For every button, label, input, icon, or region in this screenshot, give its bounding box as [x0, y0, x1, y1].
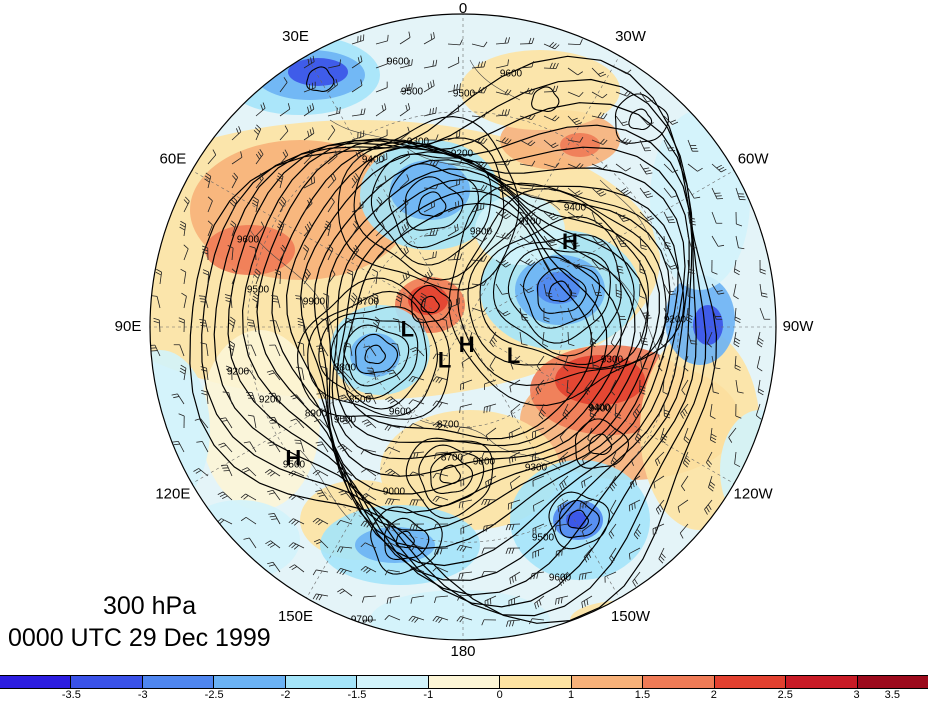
wind-barbs: [150, 31, 771, 627]
high-center-label: H: [285, 445, 301, 470]
contour-label: 8700: [357, 297, 380, 308]
contour-label: 8900: [305, 409, 328, 420]
colorbar-cell: [357, 676, 429, 688]
colorbar-cell: [643, 676, 715, 688]
contour-label: 8700: [441, 453, 464, 464]
contour-label: 9000: [334, 415, 357, 426]
contour-label: 8800: [334, 363, 357, 374]
longitude-label: 150E: [278, 608, 313, 625]
longitude-label: 90W: [783, 318, 815, 335]
low-center-label: L: [507, 343, 520, 368]
colorbar-tick-label: 0: [496, 689, 503, 701]
contour-label: 9500: [247, 285, 270, 296]
colorbar-tick-label: 2.5: [777, 689, 793, 701]
longitude-label: 120W: [734, 485, 774, 502]
contour-label: 9700: [351, 615, 374, 626]
colorbar-cell: [786, 676, 858, 688]
colorbar-cell: [500, 676, 572, 688]
colorbar-tick-label: 1: [568, 689, 575, 701]
contour-label: 9600: [549, 573, 572, 584]
colorbar-cell: [571, 676, 644, 688]
colorbar-cell: [714, 676, 787, 688]
longitude-label: 90E: [115, 318, 142, 335]
colorbar-tick-label: -1: [423, 689, 434, 701]
longitude-label: 30W: [615, 28, 647, 45]
colorbar-cell: [214, 676, 286, 688]
colorbar-cell: [71, 676, 143, 688]
colorbar-tick-label: -3: [137, 689, 148, 701]
anomaly-shading: [150, 35, 776, 640]
colorbar-cell: [0, 676, 72, 688]
contour-label: 9300: [525, 463, 548, 474]
longitude-label: 0: [459, 0, 467, 17]
colorbar-tick-label: -2: [280, 689, 291, 701]
contour-label: 9400: [588, 403, 611, 414]
contour-label: 9600: [387, 57, 410, 68]
low-center-label: L: [438, 347, 451, 372]
colorbar-cell: [142, 676, 215, 688]
time-label: 0000 UTC 29 Dec 1999: [8, 624, 271, 652]
longitude-label: 120E: [155, 485, 190, 502]
longitude-labels: 0 30W 60W 90W 120W 150W 180 150E 120E 90E 60E 30E: [115, 0, 815, 660]
colorbar-cell: [285, 676, 358, 688]
contour-label: 9200: [451, 149, 474, 160]
colorbar-tick-label: 3.5: [884, 689, 900, 701]
longitude-label: 60W: [738, 150, 770, 167]
colorbar-ticks: -3.5 -3 -2.5 -2 -1.5 -1 0 1 1.5 2 2.5 3 3.5: [0, 689, 928, 702]
contour-label: 8700: [437, 420, 460, 431]
contour-label: 9300: [601, 355, 624, 366]
contour-label: 9400: [589, 404, 612, 415]
height-contours: [189, 55, 718, 624]
contour-label: 9800: [473, 457, 496, 468]
colorbar-tick-label: -3.5: [61, 689, 81, 701]
longitude-label: 30E: [282, 28, 309, 45]
contour-label: 9500: [532, 533, 555, 544]
contour-label: 9500: [283, 460, 306, 471]
high-center-label: H: [459, 332, 475, 357]
contour-label: 9200: [664, 315, 687, 326]
contour-label: 9200: [227, 367, 250, 378]
colorbar: [0, 675, 928, 689]
contour-label: 9300: [407, 137, 430, 148]
low-center-label: L: [401, 317, 414, 342]
high-center-label: H: [562, 229, 578, 254]
level-label: 300 hPa: [103, 592, 197, 620]
longitude-label: 150W: [611, 608, 651, 625]
map-disk: 9600 9500 9500 9600 9300 9200 9400 9400 9100 9600…: [150, 14, 776, 640]
colorbar-tick-label: 3: [853, 689, 860, 701]
contour-labels: 9600 9500 9500 9600 9300 9200 9400 9400 9100 9600…: [227, 57, 687, 626]
contour-label: 9900: [303, 297, 326, 308]
contour-label: 9100: [519, 217, 542, 228]
contour-label: 9500: [401, 87, 424, 98]
contour-label: 9000: [383, 487, 406, 498]
contour-label: 9400: [362, 155, 385, 166]
map-border: [149, 13, 777, 641]
colorbar-tick-label: -1.5: [347, 689, 367, 701]
contour-label: 9500: [453, 89, 476, 100]
colorbar-tick-label: -2.5: [204, 689, 224, 701]
colorbar-tick-label: 2: [710, 689, 717, 701]
longitude-label: 60E: [160, 150, 187, 167]
contour-label: 9800: [470, 227, 493, 238]
colorbar-cell: [428, 676, 501, 688]
colorbar-tick-label: 1.5: [634, 689, 651, 701]
contour-label: 8500: [349, 395, 372, 406]
longitude-label: 180: [450, 643, 475, 660]
contour-label: 9400: [564, 203, 587, 214]
contour-label: 9200: [259, 395, 282, 406]
contour-label: 9600: [389, 407, 412, 418]
contour-label: 9600: [237, 235, 260, 246]
colorbar-cell: [857, 676, 928, 688]
contour-label: 9600: [500, 69, 523, 80]
graticule: [150, 14, 776, 640]
